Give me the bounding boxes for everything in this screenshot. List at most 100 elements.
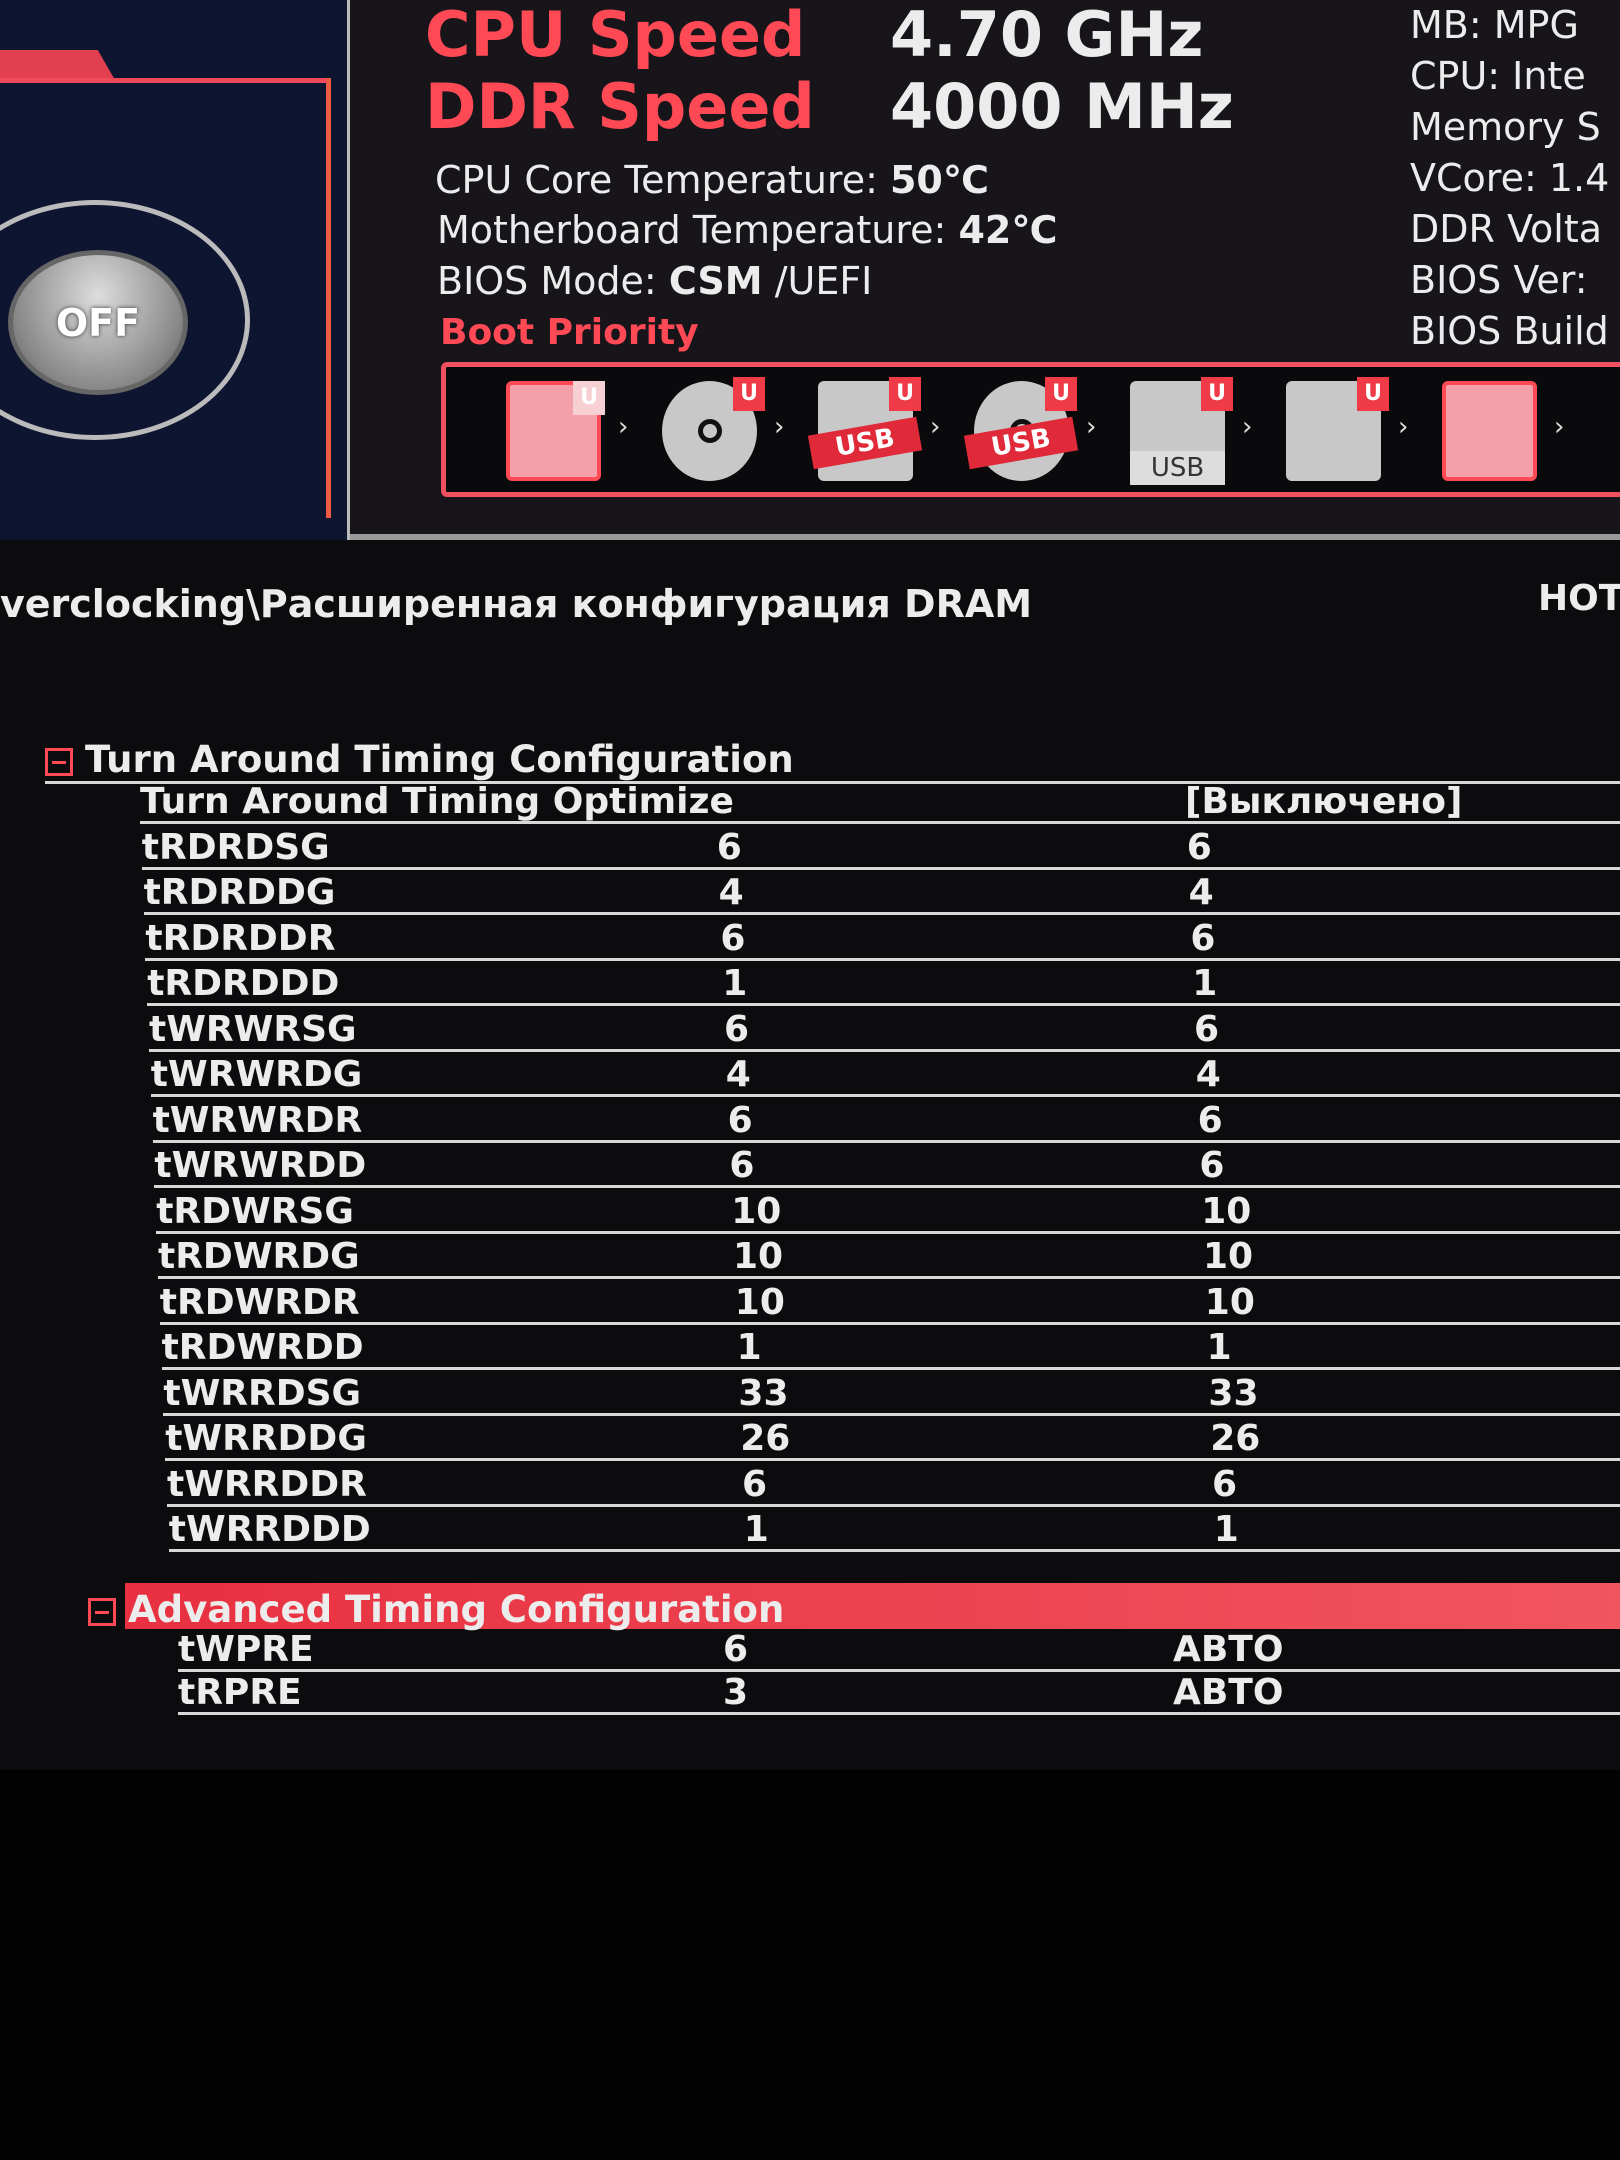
screen-bezel bbox=[0, 1770, 1620, 2160]
chevron-right-icon: › bbox=[930, 412, 941, 442]
setting-row[interactable]: tRDWRDR 10 10 bbox=[159, 1281, 1620, 1325]
setting-row[interactable]: tRDRDDG 4 4 bbox=[143, 871, 1620, 915]
ddr-speed-label: DDR Speed bbox=[425, 70, 815, 143]
section-title: Turn Around Timing Configuration bbox=[85, 738, 794, 781]
setting-name: Turn Around Timing Optimize bbox=[140, 781, 734, 822]
section-header[interactable]: Turn Around Timing Configuration bbox=[45, 738, 1620, 784]
setting-row[interactable]: tWRRDSG 33 33 bbox=[163, 1372, 1620, 1416]
mb-info: MB: MPG bbox=[1410, 3, 1579, 47]
setting-row[interactable]: tRDWRSG 10 10 bbox=[156, 1190, 1620, 1234]
setting-row[interactable]: tRPRE 3 АВТО bbox=[178, 1671, 1620, 1715]
mb-temp: Motherboard Temperature: 42℃ bbox=[437, 205, 1057, 255]
setting-value[interactable]: 4 bbox=[1188, 872, 1214, 913]
uefi-badge: U bbox=[1045, 377, 1077, 411]
setting-value[interactable]: 6 bbox=[1212, 1463, 1238, 1505]
setting-value[interactable]: 6 bbox=[1186, 826, 1212, 868]
setting-current-value: 6 bbox=[716, 826, 742, 868]
usb-tag: USB bbox=[1130, 451, 1225, 485]
bios-mode-uefi[interactable]: /UEFI bbox=[774, 259, 873, 303]
setting-value[interactable]: 6 bbox=[1190, 917, 1216, 959]
setting-row[interactable]: tWRRDDG 26 26 bbox=[165, 1417, 1620, 1461]
game-boost-off-button[interactable]: OFF bbox=[8, 250, 188, 395]
selected-section-highlight bbox=[125, 1583, 1620, 1629]
setting-row[interactable]: tWRRDDR 6 6 bbox=[167, 1463, 1620, 1507]
setting-row[interactable]: tWRWRSG 6 6 bbox=[149, 1008, 1620, 1052]
ddr-speed-value: 4000 MHz bbox=[890, 70, 1234, 143]
setting-row[interactable]: tWPRE 6 АВТО bbox=[178, 1628, 1620, 1672]
chevron-right-icon: › bbox=[1086, 412, 1097, 442]
setting-value[interactable]: 6 bbox=[1197, 1099, 1223, 1141]
boot-device-usb-key-icon[interactable]: U USB bbox=[1130, 377, 1233, 485]
cpu-info: CPU: Inte bbox=[1410, 54, 1586, 98]
uefi-badge: U bbox=[1357, 377, 1389, 411]
cpu-speed-value: 4.70 GHz bbox=[890, 0, 1204, 71]
hotkey-button[interactable]: HOT bbox=[1538, 578, 1620, 619]
setting-current-value: 1 bbox=[736, 1327, 762, 1368]
section-header[interactable]: Advanced Timing Configuration bbox=[88, 1588, 784, 1631]
setting-name: tRDRDDG bbox=[143, 872, 336, 913]
boot-device-hdd-icon[interactable] bbox=[1442, 381, 1537, 481]
chevron-right-icon: › bbox=[774, 412, 785, 442]
boot-device-usb-hdd-icon[interactable]: U USB bbox=[807, 377, 923, 481]
setting-value[interactable]: 10 bbox=[1204, 1281, 1255, 1323]
boot-device-optical-disc-icon[interactable]: U bbox=[662, 377, 765, 481]
system-info: MB: MPG CPU: Inte Memory S VCore: 1.4 DD… bbox=[1410, 0, 1609, 357]
setting-name: tRDWRDR bbox=[159, 1281, 360, 1323]
setting-current-value: 6 bbox=[720, 917, 746, 959]
boot-device-network-icon[interactable]: U bbox=[1286, 377, 1389, 481]
setting-value[interactable]: 26 bbox=[1210, 1418, 1261, 1459]
setting-value[interactable]: [Выключено] bbox=[1185, 781, 1463, 822]
uefi-badge: U bbox=[1201, 377, 1233, 411]
setting-value[interactable]: 33 bbox=[1208, 1372, 1259, 1414]
setting-row[interactable]: tWRRDDD 1 1 bbox=[168, 1508, 1620, 1552]
cpu-temp-value: 50℃ bbox=[889, 158, 989, 202]
setting-row[interactable]: tRDWRDD 1 1 bbox=[161, 1326, 1620, 1370]
setting-current-value: 3 bbox=[723, 1672, 749, 1713]
setting-value[interactable]: 6 bbox=[1199, 1145, 1225, 1186]
setting-value[interactable]: 1 bbox=[1192, 963, 1218, 1004]
bios-build-info: BIOS Build bbox=[1410, 309, 1609, 353]
setting-row[interactable]: tWRWRDG 4 4 bbox=[150, 1053, 1620, 1097]
setting-current-value: 10 bbox=[731, 1190, 782, 1232]
setting-value[interactable]: 6 bbox=[1194, 1008, 1220, 1050]
setting-value[interactable]: 10 bbox=[1203, 1236, 1254, 1277]
section-title: Advanced Timing Configuration bbox=[128, 1588, 785, 1631]
collapse-icon[interactable] bbox=[88, 1597, 116, 1626]
setting-row[interactable]: tRDRDDR 6 6 bbox=[145, 917, 1620, 961]
setting-row[interactable]: Turn Around Timing Optimize [Выключено] bbox=[140, 780, 1620, 824]
setting-current-value: 1 bbox=[722, 963, 748, 1004]
collapse-icon[interactable] bbox=[45, 747, 73, 776]
setting-value[interactable]: 1 bbox=[1206, 1327, 1232, 1368]
setting-name: tWRWRSG bbox=[149, 1008, 357, 1050]
usb-tag: USB bbox=[963, 416, 1079, 470]
setting-value[interactable]: АВТО bbox=[1173, 1672, 1284, 1713]
cpu-speed-label: CPU Speed bbox=[425, 0, 806, 71]
setting-name: tWRRDDD bbox=[168, 1509, 371, 1550]
setting-current-value: 4 bbox=[718, 872, 744, 913]
setting-row[interactable]: tWRWRDD 6 6 bbox=[154, 1144, 1620, 1188]
setting-row[interactable]: tWRWRDR 6 6 bbox=[152, 1099, 1620, 1143]
uefi-badge: U bbox=[889, 377, 921, 411]
setting-current-value: 6 bbox=[742, 1463, 768, 1505]
red-divider bbox=[0, 78, 330, 83]
setting-current-value: 33 bbox=[738, 1372, 789, 1414]
setting-value[interactable]: АВТО bbox=[1173, 1629, 1284, 1670]
bios-mode-csm[interactable]: CSM bbox=[668, 259, 763, 303]
boot-priority-bar: U › U › U USB › U USB › U USB › U › › bbox=[441, 362, 1620, 497]
setting-value[interactable]: 1 bbox=[1213, 1509, 1239, 1550]
setting-name: tRDWRSG bbox=[156, 1190, 354, 1232]
usb-tag: USB bbox=[807, 416, 923, 470]
setting-row[interactable]: tRDRDSG 6 6 bbox=[141, 826, 1620, 870]
setting-name: tWRWRDD bbox=[154, 1145, 367, 1186]
setting-value[interactable]: 10 bbox=[1201, 1190, 1252, 1232]
setting-value[interactable]: 4 bbox=[1195, 1054, 1221, 1095]
game-boost-panel: OFF bbox=[0, 0, 350, 540]
setting-row[interactable]: tRDRDDD 1 1 bbox=[147, 962, 1620, 1006]
setting-row[interactable]: tRDWRDG 10 10 bbox=[158, 1235, 1620, 1279]
setting-current-value: 6 bbox=[723, 1629, 749, 1670]
red-divider bbox=[326, 78, 331, 518]
bios-mode-label: BIOS Mode: bbox=[437, 259, 657, 303]
setting-name: tWRRDSG bbox=[163, 1372, 362, 1414]
boot-device-hdd-icon[interactable]: U bbox=[506, 381, 605, 481]
boot-device-usb-cd-icon[interactable]: U USB bbox=[963, 377, 1079, 481]
